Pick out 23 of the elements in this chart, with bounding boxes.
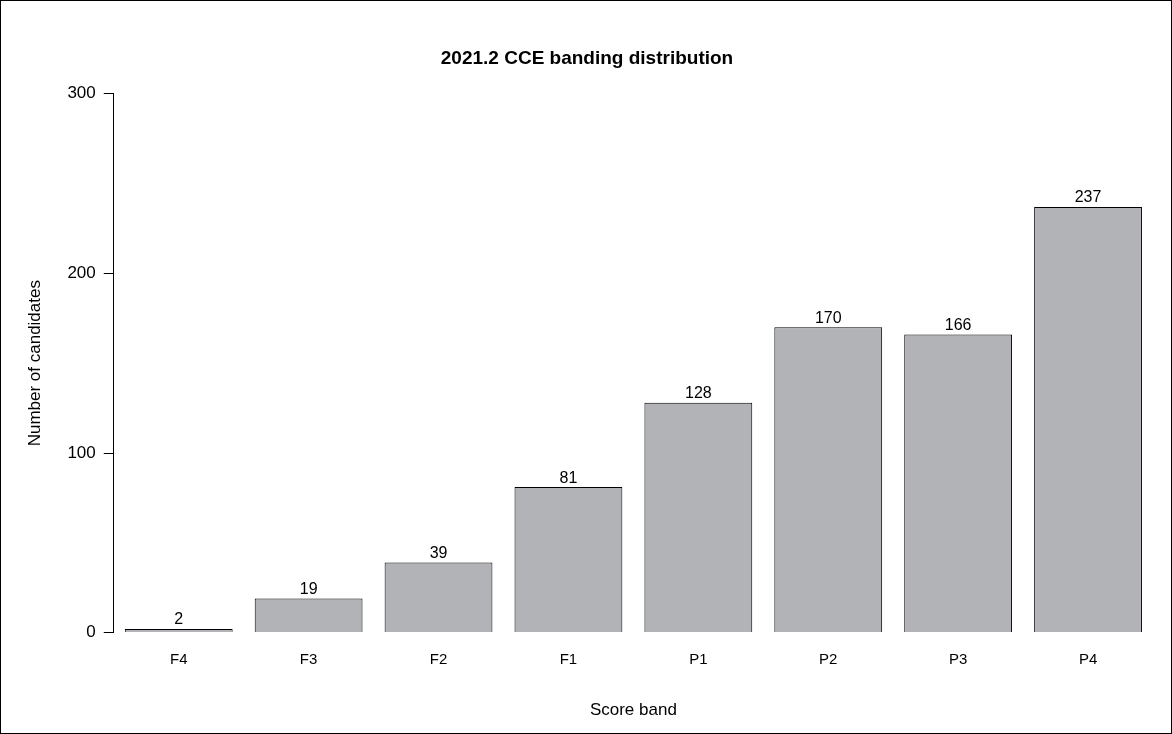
data-label: 2: [174, 610, 184, 628]
data-label: 128: [684, 384, 712, 402]
data-label: 170: [814, 308, 842, 326]
y-tick-label: 200: [67, 263, 96, 283]
y-axis-title: Number of candidates: [24, 280, 44, 447]
x-tick-label: F3: [299, 649, 318, 667]
data-label: 166: [944, 315, 972, 333]
data-label: 19: [299, 579, 318, 597]
x-tick-label: P1: [689, 649, 708, 667]
chart-title: 2021.2 CCE banding distribution: [440, 46, 734, 68]
x-tick-label: F2: [429, 649, 448, 667]
x-tick-label: P4: [1078, 649, 1098, 667]
x-tick-label: F4: [169, 649, 188, 667]
y-tick-label: 0: [86, 622, 96, 642]
y-tick-label: 300: [67, 83, 96, 103]
data-label: 39: [429, 543, 448, 561]
x-axis-title: Score band: [589, 700, 677, 720]
data-label: 237: [1074, 188, 1102, 206]
x-tick-label: F1: [559, 649, 578, 667]
data-label: 81: [559, 468, 578, 486]
y-tick-label: 100: [67, 442, 96, 462]
x-tick-label: P2: [819, 649, 838, 667]
x-tick-label: P3: [948, 649, 968, 667]
